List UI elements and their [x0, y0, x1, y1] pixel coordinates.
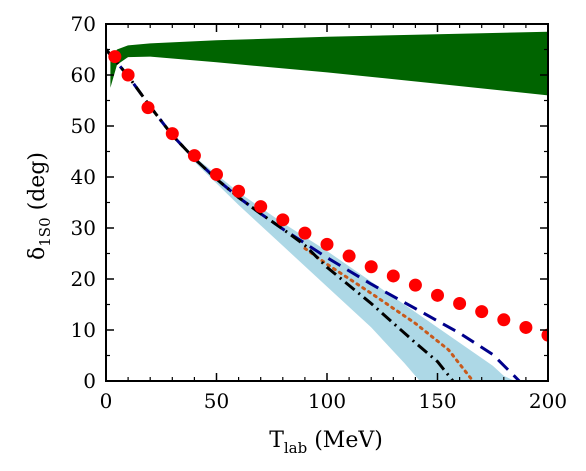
x-tick-label: 0: [100, 389, 113, 413]
data-point-1: [121, 68, 135, 82]
y-tick-label: 70: [71, 12, 96, 36]
data-point-16: [453, 296, 467, 310]
data-point-2: [141, 101, 155, 115]
y-axis-title: δ1S0 (deg): [25, 152, 54, 260]
x-tick-label: 50: [204, 389, 229, 413]
x-axis-title: Tlab (MeV): [269, 428, 383, 457]
axis-ticks: 0 50 100 150 200 0 10 20 30 40 50 60 70: [71, 12, 568, 413]
data-point-0: [108, 50, 122, 64]
data-point-7: [254, 200, 268, 214]
data-point-20: [541, 328, 548, 342]
data-point-11: [342, 249, 356, 263]
y-tick-label: 50: [71, 114, 96, 138]
data-point-5: [210, 167, 223, 181]
data-point-19: [519, 320, 533, 334]
y-tick-label: 30: [71, 216, 96, 240]
x-tick-label: 100: [308, 389, 346, 413]
data-point-9: [298, 226, 312, 240]
y-tick-label: 20: [71, 267, 96, 291]
y-tick-label: 10: [71, 318, 96, 342]
data-point-17: [475, 305, 489, 319]
data-point-14: [408, 278, 422, 292]
y-tick-label: 60: [71, 63, 96, 87]
x-tick-label: 150: [418, 389, 456, 413]
data-point-18: [497, 313, 511, 327]
data-point-15: [431, 288, 444, 302]
data-point-4: [187, 149, 201, 163]
y-tick-label: 40: [71, 165, 96, 189]
data-point-12: [364, 260, 378, 274]
curve-dashed: [106, 48, 521, 381]
data-point-3: [165, 127, 179, 141]
x-tick-label: 200: [529, 389, 567, 413]
curve-dash-dot: [106, 48, 455, 381]
data-point-13: [386, 269, 400, 283]
plot-area: [106, 31, 548, 381]
data-point-6: [232, 184, 246, 198]
y-tick-label: 0: [83, 369, 96, 393]
series-group: [106, 31, 548, 381]
data-point-8: [276, 213, 290, 227]
data-point-10: [320, 237, 334, 251]
band-0: [110, 31, 548, 96]
